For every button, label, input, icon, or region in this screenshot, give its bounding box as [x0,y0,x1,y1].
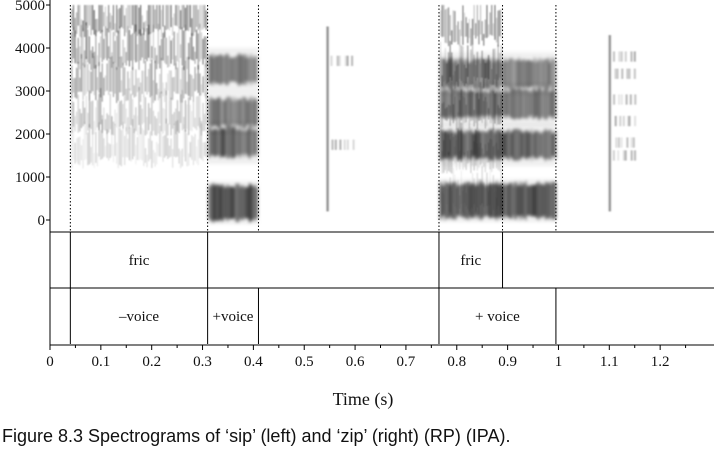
spectrogram-figure: 0 1000 2000 3000 4000 5000 fric fric –voice +voi… [15,0,714,410]
tier-1-label-1: fric [129,253,150,269]
x-axis-label: Time (s) [333,389,394,410]
x-tick-label-7: 0.7 [397,354,416,370]
y-tick-label-4000: 4000 [15,41,45,57]
fricative-noise-1 [71,5,207,169]
figure-caption: Figure 8.3 Spectrograms of ‘sip’ (left) … [2,426,511,446]
x-tick-label-11: 1.1 [600,354,619,370]
y-tick-label-0: 0 [38,213,46,229]
x-tick-label-9: 0.9 [498,354,517,370]
y-tick-label-1000: 1000 [15,170,45,186]
x-tick-label-6: 0.6 [346,354,365,370]
tier-1-label-3: fric [460,253,481,269]
release-burst-2 [608,35,637,212]
x-tick-label-5: 0.5 [295,354,314,370]
x-tick-label-2: 0.2 [142,354,161,370]
frequency-axis: 0 1000 2000 3000 4000 5000 [15,0,50,229]
x-tick-label-3: 0.3 [193,354,212,370]
tier-2-label-1: –voice [118,309,159,325]
tier-2-label-4: + voice [475,309,520,325]
annotation-tiers: fric fric –voice +voice + voice [50,232,714,344]
release-burst-1 [326,26,355,212]
x-tick-label-10: 1 [555,354,563,370]
vowel-formants-2 [439,52,556,223]
y-tick-label-5000: 5000 [15,0,45,14]
y-tick-label-3000: 3000 [15,84,45,100]
spectrogram-energy [71,5,637,225]
x-tick-label-0: 0 [46,354,54,370]
x-tick-label-4: 0.4 [244,354,263,370]
vowel-formants-1 [207,48,259,225]
y-tick-label-2000: 2000 [15,127,45,143]
segment-boundaries [69,5,557,232]
time-axis: 0 0.1 0.2 0.3 0.4 0.5 0.6 0.7 0.8 0.9 1 1.1 1.2 [46,344,714,370]
x-tick-label-12: 1.2 [651,354,670,370]
x-tick-label-8: 0.8 [447,354,466,370]
tier-2-label-2: +voice [213,309,254,325]
x-tick-label-1: 0.1 [91,354,110,370]
